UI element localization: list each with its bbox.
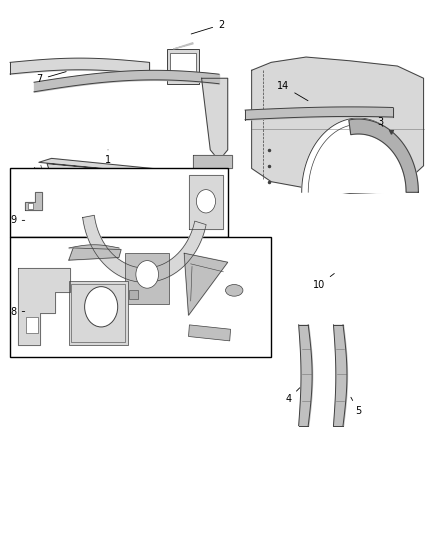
Circle shape [136,261,159,288]
Ellipse shape [226,285,243,296]
Bar [129,290,138,300]
Text: 5: 5 [351,397,361,416]
Text: 7: 7 [36,71,66,84]
Bar [125,253,169,304]
Circle shape [85,287,118,327]
Bar [170,53,196,79]
Polygon shape [349,119,418,192]
Bar [26,317,38,333]
Text: 2: 2 [191,20,224,34]
Polygon shape [188,175,223,229]
Bar [71,284,125,342]
Polygon shape [18,268,70,345]
Polygon shape [252,57,424,193]
Bar [167,49,199,84]
Polygon shape [35,158,196,229]
Text: 3: 3 [377,117,383,127]
Bar [10,168,228,237]
Polygon shape [25,192,42,211]
Bar [10,237,271,357]
Bar [69,281,127,345]
Polygon shape [302,118,415,192]
Polygon shape [201,78,228,160]
Polygon shape [173,43,193,49]
Text: 9: 9 [11,215,25,225]
Polygon shape [193,155,232,168]
Polygon shape [69,248,121,260]
Polygon shape [83,215,206,282]
Polygon shape [184,253,228,316]
Text: 14: 14 [277,81,308,101]
Text: 4: 4 [286,388,300,404]
Bar [28,204,33,209]
Text: 10: 10 [313,273,334,290]
Text: 8: 8 [11,306,25,317]
Circle shape [196,190,215,213]
Text: 1: 1 [105,150,111,165]
Bar [188,325,230,341]
